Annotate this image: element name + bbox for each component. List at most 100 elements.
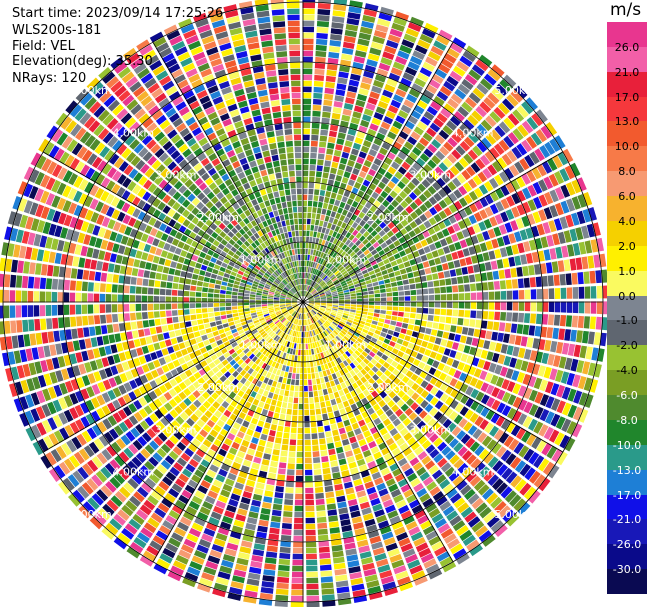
radar-gate [180,271,187,278]
radar-gate [187,193,196,202]
radar-gate [86,478,99,491]
radar-gate [122,341,130,351]
radar-gate [197,464,208,474]
radar-gate [272,317,278,322]
radar-gate [249,160,257,168]
radar-gate [208,361,216,369]
radar-gate [276,582,289,589]
radar-gate [338,348,345,355]
radar-gate [111,304,118,313]
radar-gate [282,438,289,445]
radar-gate [310,324,314,330]
radar-gate [143,393,153,404]
radar-gate [172,283,179,290]
radar-gate [269,429,276,437]
radar-gate [183,309,190,315]
radar-gate [153,436,164,447]
radar-gate [500,344,508,354]
radar-gate [302,92,312,99]
radar-gate [145,477,157,489]
radar-gate [193,12,207,23]
radar-gate [264,272,270,278]
radar-gate [227,592,242,601]
radar-gate [206,469,217,479]
radar-gate [436,495,448,507]
radar-gate [356,310,362,314]
radar-gate [265,187,273,194]
radar-gate [311,134,319,141]
radar-gate [324,479,333,487]
radar-gate [165,85,178,96]
radar-gate [251,60,263,68]
radar-gate [406,329,413,336]
radar-gate [287,294,293,298]
radar-gate [476,310,483,319]
radar-gate [338,376,344,384]
radar-gate [160,416,170,427]
radar-gate [175,415,185,425]
radar-gate [286,335,291,341]
radar-gate [36,390,46,404]
radar-gate [293,523,304,530]
radar-gate [204,162,214,172]
radar-gate [296,273,299,279]
radar-gate [269,94,280,101]
radar-gate [327,318,333,323]
radar-gate [112,412,123,423]
radar-gate [318,319,323,325]
radar-gate [7,351,16,365]
radar-gate [425,383,434,392]
radar-gate [165,296,172,303]
radar-gate [596,301,603,315]
radar-gate [195,336,203,343]
radar-gate [384,369,392,377]
radar-gate [346,365,353,372]
radar-gate [374,329,381,335]
radar-gate [300,307,303,314]
radar-gate [383,323,390,329]
radar-gate [202,352,210,359]
radar-gate [299,230,303,237]
radar-gate [269,288,276,292]
radar-gate [363,513,374,521]
radar-gate [224,478,235,487]
radar-gate [86,427,97,440]
radar-gate [104,462,117,475]
radar-gate [309,273,312,280]
radar-gate [288,354,292,361]
radar-gate [312,104,322,111]
radar-gate [99,90,112,103]
radar-gate [264,357,271,364]
radar-gate [172,40,186,51]
radar-gate [317,201,323,208]
radar-gate [430,397,439,406]
radar-gate [217,405,226,414]
radar-gate [83,327,90,338]
radar-gate [59,151,70,165]
radar-gate [288,457,296,464]
radar-gate [212,268,219,275]
radar-gate [354,315,361,320]
radar-gate [128,340,135,349]
radar-gate [117,396,127,408]
radar-gate [470,400,480,411]
radar-gate [204,495,216,505]
radar-gate [396,399,405,408]
radar-gate [163,24,178,35]
radar-gate [323,419,330,426]
radar-gate [197,395,206,404]
radar-gate [201,382,210,391]
radar-gate [274,294,280,298]
radar-gate [324,425,331,432]
radar-gate [197,257,204,264]
radar-gate [43,345,51,358]
radar-gate [220,196,228,205]
radar-gate [237,295,244,299]
radar-gate [33,305,40,317]
radar-gate [277,474,286,481]
radar-gate [195,303,202,308]
radar-gate [324,215,330,222]
radar-gate [366,394,374,402]
radar-gate [295,286,298,292]
radar-gate [301,290,303,297]
